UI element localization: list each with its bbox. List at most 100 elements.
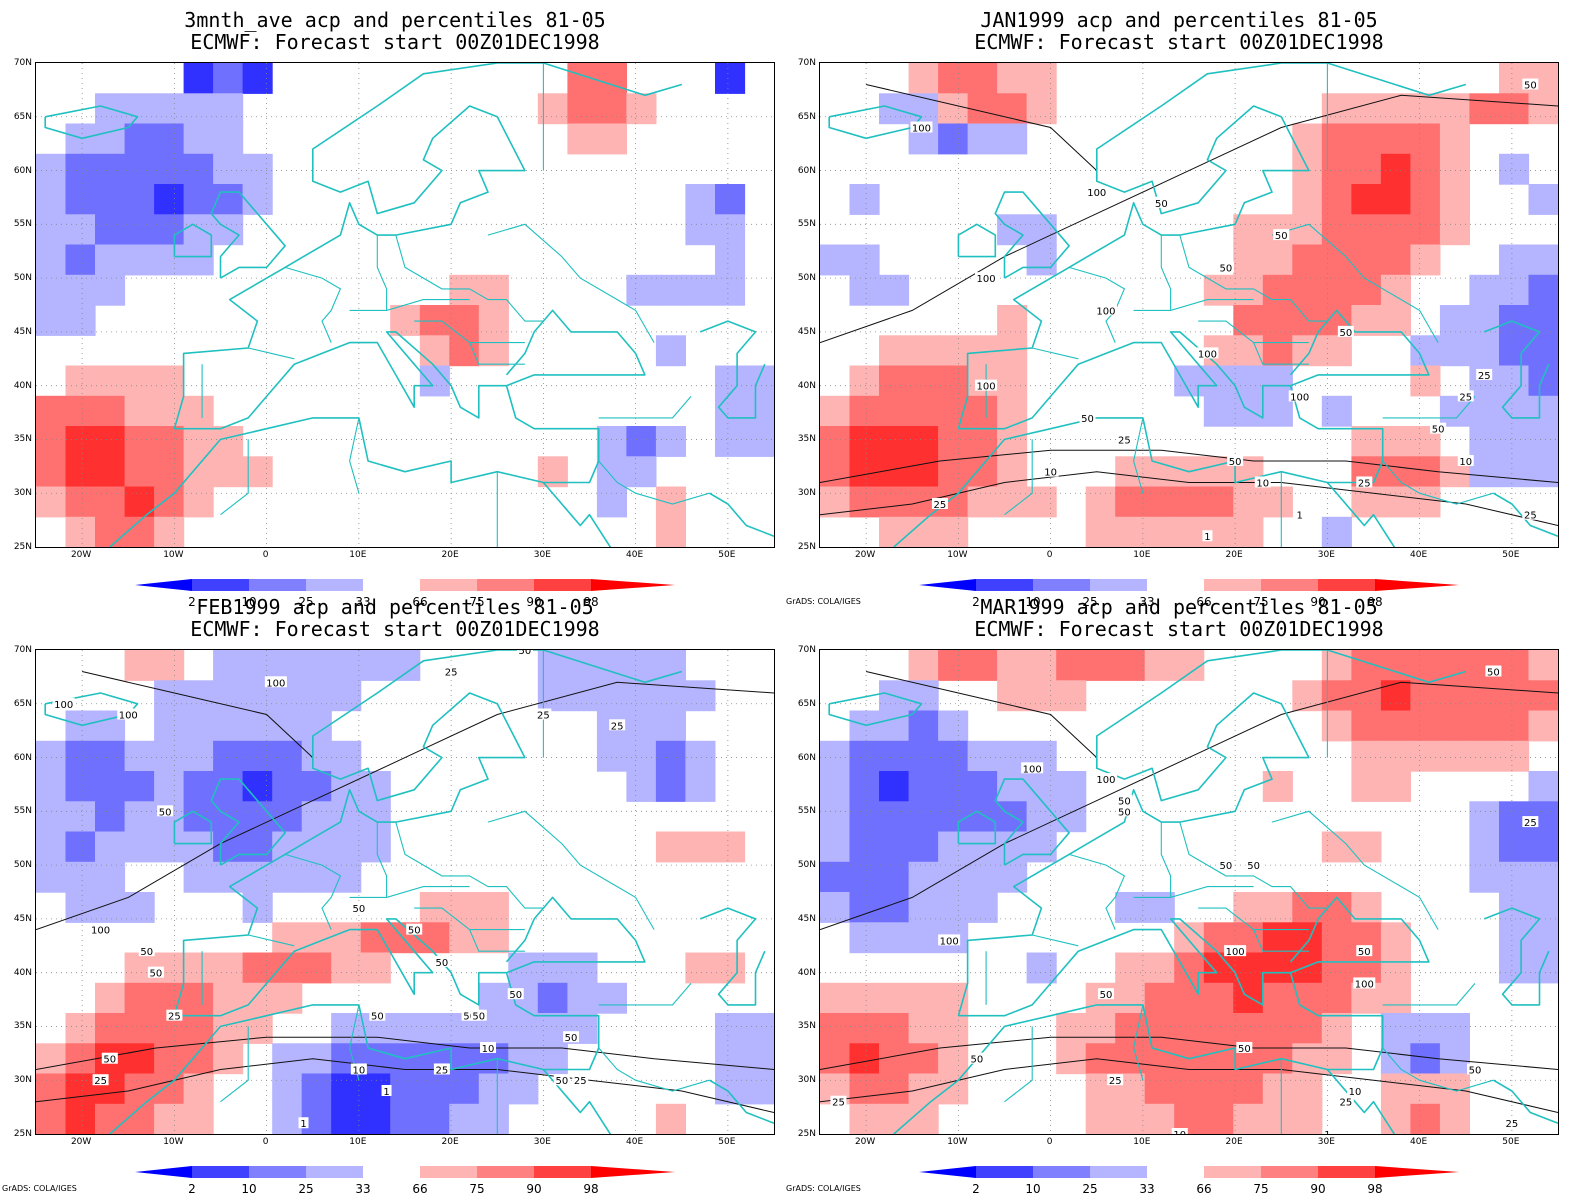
- percentile-cell: [1439, 650, 1470, 681]
- percentile-cell: [36, 771, 67, 802]
- percentile-cell: [301, 771, 332, 802]
- percentile-cell: [908, 861, 939, 893]
- percentile-cell: [1499, 274, 1530, 306]
- panel-subtitle: ECMWF: Forecast start 00Z01DEC1998: [190, 30, 600, 54]
- percentile-cell: [1056, 650, 1087, 681]
- percentile-cell: [1410, 710, 1441, 742]
- percentile-cell: [213, 1043, 244, 1075]
- contour-label: 50: [1236, 1041, 1253, 1055]
- percentile-cell: [908, 1013, 939, 1044]
- percentile-cell: [626, 771, 657, 802]
- percentile-cell: [65, 710, 96, 742]
- percentile-cell: [849, 771, 880, 802]
- lat-tick-label: 40N: [797, 967, 816, 978]
- percentile-cell: [567, 680, 598, 712]
- percentile-cell: [1380, 650, 1411, 681]
- contour-lines: [820, 84, 1558, 526]
- percentile-cell: [938, 1073, 969, 1105]
- colorbar-label: 98: [583, 595, 599, 609]
- svg-text:50: 50: [1339, 328, 1352, 339]
- percentile-cell: [938, 740, 969, 772]
- percentile-cell: [849, 861, 880, 893]
- svg-text:1: 1: [300, 1119, 306, 1130]
- svg-text:10: 10: [1459, 457, 1472, 468]
- percentile-cell: [1292, 1013, 1323, 1044]
- percentile-cell: [301, 680, 332, 712]
- svg-text:50: 50: [472, 1012, 485, 1023]
- percentile-cell: [213, 123, 244, 155]
- percentile-cell: [1499, 922, 1530, 954]
- contour-label: 25: [443, 665, 460, 679]
- contour-label: 50: [1116, 794, 1133, 808]
- percentile-cell: [1528, 305, 1558, 336]
- percentile-cell: [1321, 650, 1352, 681]
- contour-label: 100: [1353, 977, 1376, 990]
- percentile-cell: [124, 740, 155, 772]
- percentile-cell: [1380, 710, 1411, 742]
- svg-text:25: 25: [934, 500, 947, 511]
- percentile-cell: [1351, 426, 1382, 457]
- percentile-cell: [183, 1013, 214, 1044]
- percentile-cell: [1528, 335, 1558, 367]
- colorbar-arrow-left: [919, 1166, 976, 1178]
- percentile-cell: [272, 861, 303, 893]
- percentile-cell: [1262, 952, 1293, 984]
- percentile-cell: [938, 1013, 969, 1044]
- percentile-cell: [1233, 982, 1264, 1014]
- percentile-cell: [908, 922, 939, 954]
- colorbar-label: 10: [241, 1182, 257, 1196]
- percentile-cell: [997, 63, 1028, 94]
- colorbar-label: 25: [1082, 595, 1098, 609]
- colorbar-label: 75: [1253, 595, 1269, 609]
- percentile-cell: [213, 740, 244, 772]
- percentile-cell: [1233, 892, 1264, 923]
- lat-tick-label: 65N: [13, 111, 32, 122]
- svg-text:50: 50: [555, 1076, 568, 1087]
- percentile-cell: [449, 922, 480, 954]
- percentile-cell: [1469, 680, 1500, 712]
- percentile-cell: [1233, 486, 1264, 518]
- percentile-cell: [596, 740, 627, 772]
- percentile-cell: [124, 214, 155, 246]
- contour-lines: [36, 671, 774, 1113]
- percentile-cell: [213, 861, 244, 893]
- percentile-cell: [1174, 1013, 1205, 1044]
- percentile-cell: [1262, 892, 1293, 923]
- lat-tick-label: 40N: [797, 380, 816, 391]
- percentile-cell: [36, 274, 67, 306]
- percentile-cell: [596, 426, 627, 457]
- colorbar-label: 10: [1025, 595, 1041, 609]
- percentile-cell: [419, 1073, 450, 1105]
- percentile-cell: [331, 1103, 362, 1134]
- lon-tick-label: 0: [1046, 550, 1053, 560]
- percentile-cell: [849, 244, 880, 276]
- percentile-cell: [1351, 710, 1382, 742]
- percentile-cell: [1380, 184, 1411, 215]
- colorbar-label: 10: [241, 595, 257, 609]
- percentile-cell: [997, 123, 1028, 155]
- percentile-cell: [938, 650, 969, 681]
- percentile-cell: [154, 1043, 185, 1075]
- percentile-cell: [1115, 892, 1146, 923]
- percentile-cell: [1380, 93, 1411, 125]
- percentile-cell: [478, 1103, 509, 1134]
- contour-label: 1: [1202, 530, 1213, 543]
- contour-label: 10: [1171, 1128, 1188, 1134]
- lat-tick-label: 65N: [797, 111, 816, 122]
- percentile-cell: [154, 831, 185, 863]
- percentile-cell: [301, 952, 332, 984]
- percentile-cell: [1469, 801, 1500, 833]
- contour-label: 25: [1522, 508, 1539, 522]
- percentile-cell: [908, 365, 939, 397]
- svg-text:50: 50: [1487, 668, 1500, 679]
- contour-label: 25: [572, 1074, 589, 1087]
- percentile-cell: [272, 801, 303, 833]
- map-panel-3: FEB1999 acp and percentiles 81-05 ECMWF: …: [0, 587, 790, 1196]
- percentile-cell: [715, 952, 746, 984]
- percentile-cell: [744, 365, 774, 397]
- percentile-cell: [1439, 740, 1470, 772]
- percentile-cell: [626, 740, 657, 772]
- percentile-cell: [849, 831, 880, 863]
- contour-label: 50: [369, 1009, 386, 1023]
- percentile-cell: [849, 274, 880, 306]
